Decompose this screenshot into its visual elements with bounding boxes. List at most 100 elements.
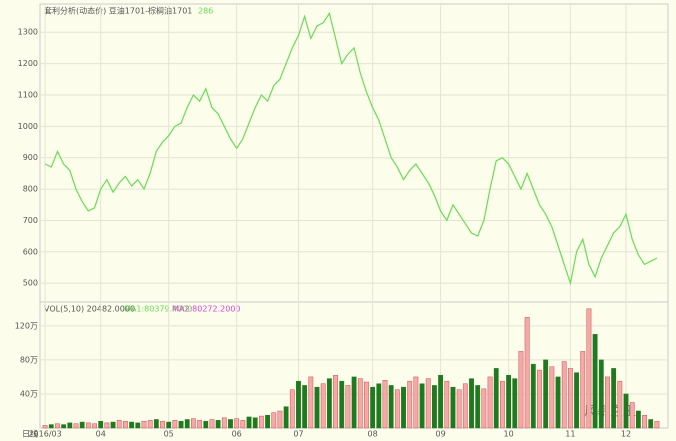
volume-bar [629, 402, 635, 429]
volume-bar [283, 406, 289, 429]
volume-bar [345, 385, 351, 429]
volume-bar [333, 374, 338, 429]
volume-bar [67, 422, 73, 429]
x-tick-label: 10 [503, 430, 513, 439]
x-tick-label: 05 [164, 430, 174, 439]
chart-subtitle: 286 [198, 7, 213, 16]
y-tick-label: 900 [23, 153, 38, 162]
volume-bar [42, 425, 48, 429]
volume-bar [376, 383, 382, 429]
volume-bar [277, 410, 283, 429]
volume-bar [135, 422, 141, 429]
volume-bar [221, 417, 227, 429]
volume-bar [382, 380, 388, 429]
volume-bar [320, 383, 326, 429]
volume-bar [401, 386, 406, 429]
volume-bar [308, 376, 314, 429]
volume-bar [635, 410, 641, 429]
volume-bar [549, 366, 555, 429]
volume-bar [444, 380, 450, 429]
volume-bar [147, 420, 153, 429]
ma-label: MA1:80379.4000 [124, 305, 193, 314]
volume-bar [228, 419, 233, 429]
volume-bar [357, 378, 363, 429]
y-tick-label: 1200 [18, 59, 38, 68]
volume-bar [419, 383, 425, 429]
volume-bar [432, 385, 437, 429]
volume-bar [160, 420, 165, 429]
volume-bar [574, 372, 579, 429]
volume-bar [55, 423, 60, 429]
volume-bar [475, 385, 481, 429]
volume-bar [462, 383, 468, 429]
x-tick-label: 08 [368, 430, 378, 439]
ma-label: MA2:80272.2000 [172, 305, 241, 314]
volume-bar [586, 308, 592, 429]
volume-bar [258, 415, 264, 429]
volume-bar [73, 423, 79, 429]
volume-bar [215, 420, 221, 429]
volume-bar [123, 420, 128, 429]
volume-bar [110, 421, 116, 429]
y-tick-label: 1300 [18, 28, 38, 37]
x-tick-label: 07 [293, 430, 303, 439]
volume-bar [197, 420, 203, 429]
volume-bar [654, 420, 660, 429]
y-tick-label: 500 [23, 279, 38, 288]
x-tick-label: 09 [436, 430, 446, 439]
volume-bar [141, 420, 147, 429]
y-tick-label: 700 [23, 216, 38, 225]
volume-bar [92, 423, 97, 429]
volume-bar [296, 380, 301, 429]
volume-bar [394, 389, 400, 429]
y-tick-label: 40万 [20, 389, 38, 398]
volume-bar [530, 363, 536, 429]
volume-bar [617, 380, 623, 429]
volume-bar [351, 376, 357, 429]
volume-bar [512, 378, 518, 429]
volume-bar [246, 416, 252, 429]
volume-bar [413, 376, 419, 429]
volume-bar [289, 389, 295, 429]
volume-bar [153, 419, 159, 429]
volume-bar [561, 361, 567, 429]
volume-bar [438, 374, 444, 429]
y-tick-label: 1000 [18, 122, 38, 131]
volume-bar [648, 419, 654, 429]
volume-bar [61, 424, 67, 429]
volume-bar [481, 388, 487, 429]
volume-bar [172, 420, 178, 429]
volume-bar [456, 389, 462, 429]
volume-bar [98, 420, 104, 429]
chart-title: 套利分析(动态价) 豆油1701-棕榈油1701 [44, 6, 192, 16]
volume-bar [326, 378, 332, 429]
volume-bar [499, 380, 505, 429]
volume-bar [234, 418, 240, 429]
volume-title: VOL(5,10) 20482.0000 [44, 305, 135, 314]
volume-bar [271, 412, 277, 429]
volume-bar [605, 376, 610, 429]
period-label: 日线 [22, 429, 38, 439]
volume-bar [79, 421, 85, 429]
volume-bar [104, 422, 110, 429]
x-tick-label: 12 [621, 430, 631, 439]
volume-bar [184, 419, 190, 429]
volume-bar [85, 422, 91, 429]
volume-bar [314, 386, 320, 429]
volume-bar [339, 380, 345, 429]
volume-bar [592, 334, 598, 429]
volume-bar [265, 414, 270, 429]
volume-bar [116, 420, 122, 429]
volume-bar [302, 385, 308, 429]
volume-bar [209, 419, 215, 429]
volume-bar [240, 420, 246, 429]
volume-bar [623, 393, 629, 429]
x-tick-label: 2016/03 [28, 430, 61, 439]
x-tick-label: 11 [565, 430, 575, 439]
volume-bar [129, 421, 135, 429]
volume-bar [425, 378, 431, 429]
volume-bar [388, 385, 394, 429]
volume-bar [203, 420, 209, 429]
volume-bar [370, 386, 376, 429]
